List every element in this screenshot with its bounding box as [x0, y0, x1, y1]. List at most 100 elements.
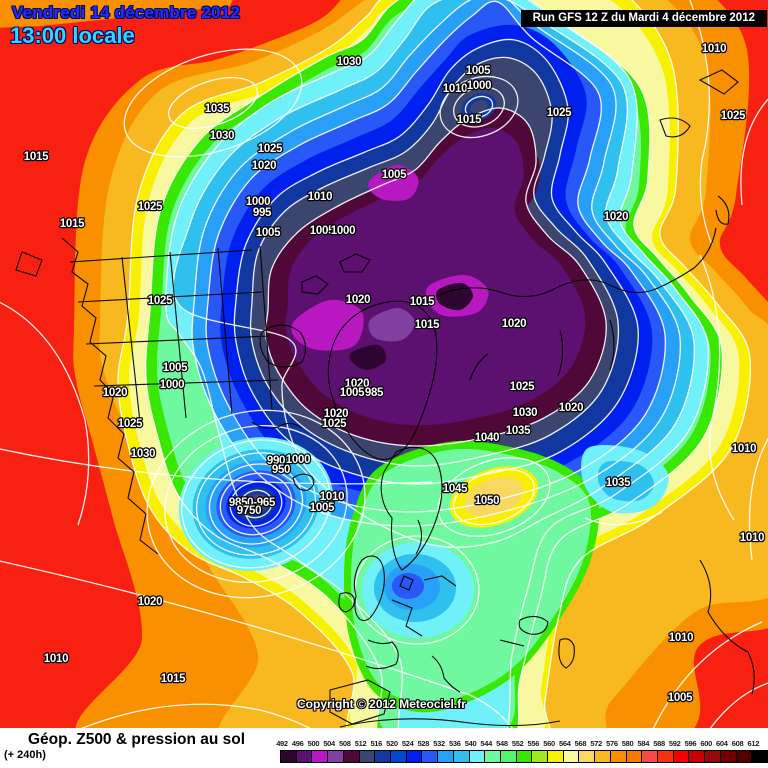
pressure-label: 1020 [345, 378, 369, 390]
pressure-label: 1025 [138, 201, 163, 213]
pressure-label: 1020 [604, 211, 628, 223]
pressure-label: 1005 [310, 225, 335, 237]
legend-cell [704, 750, 721, 763]
legend-subtitle: (+ 240h) [4, 749, 46, 761]
legend-value: 580 [621, 739, 634, 748]
legend-value: 560 [543, 739, 555, 748]
legend-value: 612 [747, 739, 760, 748]
legend-cell [719, 750, 737, 763]
legend-cell [358, 750, 376, 763]
pressure-label: 1035 [205, 103, 230, 115]
pressure-label: 1015 [457, 114, 482, 126]
legend-cell [327, 750, 344, 763]
legend-cell [562, 750, 580, 763]
legend-value: 592 [668, 739, 681, 748]
legend-value: 552 [511, 739, 524, 748]
pressure-label: 990 [267, 455, 285, 467]
pressure-label: 1005 [668, 692, 693, 704]
legend-title: Géop. Z500 & pression au sol [28, 731, 246, 748]
legend-cell [484, 750, 501, 763]
pressure-label: 1020 [103, 387, 127, 399]
legend-cell [389, 750, 407, 763]
legend-cell [468, 750, 486, 763]
pressure-label: 1020 [252, 160, 276, 172]
pressure-label: 1025 [148, 295, 173, 307]
pressure-label: 1015 [60, 218, 85, 230]
legend-cell [311, 750, 329, 763]
pressure-label: 1025 [258, 143, 283, 155]
legend-value: 540 [464, 739, 477, 748]
pressure-label: 1025 [118, 418, 143, 430]
pressure-label: 1020 [559, 402, 583, 414]
legend-cell [531, 750, 549, 763]
pressure-label: 1015 [24, 151, 49, 163]
legend-value: 520 [386, 739, 398, 748]
legend-cell [295, 750, 313, 763]
valid-date-label: Vendredi 14 décembre 2012 [12, 3, 241, 22]
legend-value: 536 [448, 739, 461, 748]
legend-value: 604 [716, 739, 728, 748]
legend-cell [437, 750, 454, 763]
pressure-label: 1045 [443, 483, 468, 495]
legend-value: 568 [574, 739, 587, 748]
pressure-label: 1040 [475, 432, 499, 444]
legend-cell [342, 750, 360, 763]
valid-time-label: 13:00 locale [10, 23, 135, 48]
pressure-label: 9850-965 [229, 497, 276, 509]
legend-cell [594, 750, 611, 763]
legend-value: 588 [653, 739, 665, 748]
legend-cell [515, 750, 533, 763]
pressure-label: 1005 [382, 169, 407, 181]
legend-value: 548 [496, 739, 508, 748]
pressure-label: 1010 [320, 491, 344, 503]
legend-value: 564 [558, 739, 571, 748]
pressure-label: 1020 [346, 294, 370, 306]
legend-value: 584 [637, 739, 650, 748]
pressure-label: 1030 [337, 56, 361, 68]
legend-value: 508 [339, 739, 351, 748]
legend-value: 600 [700, 739, 712, 748]
legend-value: 528 [417, 739, 430, 748]
legend-cell [499, 750, 517, 763]
map-area: 1035 1030 1025 1020 1030 1015 1025 1015 1000 995 1… [0, 0, 768, 728]
legend-value: 496 [291, 739, 304, 748]
pressure-label: 1010 [443, 83, 467, 95]
legend-value: 572 [590, 739, 602, 748]
pressure-label: 1015 [410, 296, 435, 308]
pressure-label: 1030 [210, 130, 234, 142]
legend-value: 576 [606, 739, 618, 748]
pressure-label: 1000 [286, 454, 310, 466]
legend-value: 500 [307, 739, 320, 748]
legend-cell [641, 750, 659, 763]
pressure-label: 1025 [510, 381, 535, 393]
pressure-label: 1010 [669, 632, 693, 644]
pressure-label: 1025 [322, 418, 347, 430]
pressure-label: 1005 [466, 65, 491, 77]
legend-cell [735, 750, 753, 763]
pressure-label: 1010 [702, 43, 726, 55]
legend-value: 516 [370, 739, 383, 748]
pressure-label: 1035 [606, 477, 631, 489]
weather-map: 1035103010251020103010151025101510009951… [0, 0, 768, 728]
pressure-label: 1010 [308, 191, 332, 203]
pressure-label: 950 [272, 464, 290, 476]
color-scale: 492 496 500 504 508 512 516 520 524 528 532 536 540 5… [0, 728, 768, 768]
legend-cell [578, 750, 596, 763]
pressure-label: 1020 [502, 318, 526, 330]
pressure-label: 1000 [467, 80, 491, 92]
legend-cell [405, 750, 423, 763]
pressure-label: 1025 [721, 110, 746, 122]
pressure-label: 1015 [161, 673, 186, 685]
pressure-label: 1005 [256, 227, 281, 239]
pressure-label: 1000 [160, 379, 184, 391]
legend-value: 544 [480, 739, 493, 748]
legend-cell [688, 750, 706, 763]
pressure-label: 9750 [237, 505, 261, 517]
pressure-label: 1015 [415, 319, 440, 331]
pressure-label: 1020 [324, 408, 348, 420]
legend-cell [280, 750, 297, 763]
legend-cell [672, 750, 690, 763]
legend-cell [374, 750, 391, 763]
legend-cell [421, 750, 439, 763]
